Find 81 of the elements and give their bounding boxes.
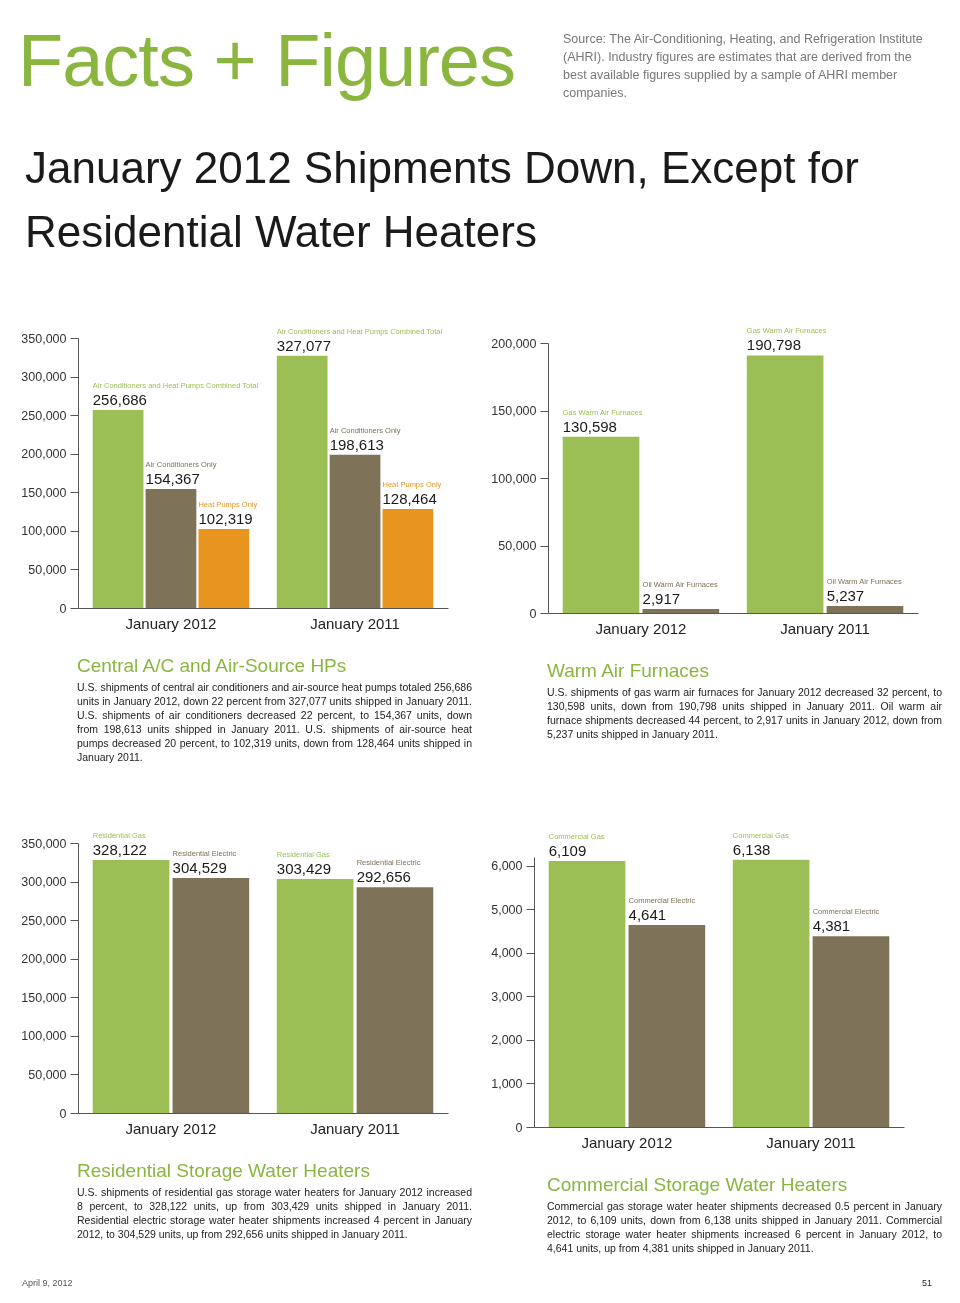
y-tick-label: 0 [515, 1120, 523, 1135]
bar [548, 860, 626, 1127]
y-tick-label: 50,000 [28, 1067, 67, 1082]
data-label: 130,598 [562, 417, 617, 435]
data-label: 2,917 [642, 590, 681, 608]
text: April 9, 2012 [22, 1278, 73, 1288]
bar [826, 605, 904, 613]
y-tick-label: 200,000 [491, 336, 537, 351]
data-label: 128,464 [382, 489, 437, 507]
text: Facts + Figures [18, 18, 516, 104]
x-tick-label: January 2011 [780, 619, 870, 637]
x-tick-label: January 2012 [125, 1119, 217, 1137]
data-label: 5,237 [826, 586, 865, 604]
y-tick-label: 200,000 [21, 952, 67, 967]
y-tick-label: 100,000 [491, 471, 537, 486]
y-tick-label: 150,000 [491, 404, 537, 418]
data-label: 304,529 [172, 859, 227, 877]
data-label: 198,613 [329, 435, 384, 453]
bar [562, 436, 640, 613]
y-tick-label: 200,000 [21, 447, 67, 462]
data-label: 4,381 [812, 917, 851, 935]
y-tick-label: 350,000 [21, 331, 67, 346]
y-tick-label: 100,000 [21, 524, 67, 539]
data-label: 292,656 [356, 868, 411, 886]
data-label: 303,429 [276, 859, 332, 877]
x-tick-label: January 2012 [595, 619, 687, 637]
y-tick-label: 1,000 [491, 1076, 523, 1091]
text: U.S. shipments of residential gas storage water heaters for January 2012 increased 8 percent, to 328,122 units, up from 303,429 units shipped in January 2011. Residential electric storage water heater shipments increased 4 percent in January 2012, to 304,529 units, up from 292,656 units shipped in January 2011. [77, 1185, 472, 1241]
y-tick-label: 100,000 [21, 1029, 67, 1044]
y-tick-label: 150,000 [21, 485, 67, 500]
y-tick-label: 150,000 [21, 990, 67, 1005]
y-tick-label: 3,000 [491, 989, 523, 1004]
y-tick-label: 5,000 [491, 902, 523, 917]
text: U.S. shipments of gas warm air furnaces for January 2012 decreased 32 percent, to 130,598 units, down from 190,798 units shipped in January 2011. Oil warm air furnace shipments decreased 44 percent, to 2,917 units in January 2012, down from 5,237 units shipped in January 2011. [547, 685, 942, 741]
x-tick-label: January 2012 [581, 1133, 673, 1151]
y-tick-label: 4,000 [491, 946, 523, 961]
x-tick-label: January 2012 [125, 614, 217, 632]
bar [198, 529, 250, 608]
bar [92, 409, 144, 608]
x-tick-label: January 2011 [310, 1119, 400, 1137]
text: Central A/C and Air-Source HPs [77, 655, 348, 677]
text: Warm Air Furnaces [547, 660, 710, 682]
y-tick-label: 0 [59, 1106, 67, 1121]
text: 51 [921, 1278, 932, 1288]
y-tick-label: 250,000 [21, 408, 67, 423]
data-label: 6,109 [548, 841, 587, 859]
y-tick-label: 0 [59, 601, 67, 616]
x-tick-label: January 2011 [766, 1133, 856, 1151]
y-tick-label: 50,000 [28, 562, 67, 577]
data-label: 328,122 [92, 840, 147, 858]
bar [329, 454, 381, 608]
data-label: 102,319 [198, 510, 253, 528]
data-label: 6,138 [732, 840, 771, 858]
data-label: 154,367 [145, 469, 200, 487]
bar [642, 609, 720, 613]
text: U.S. shipments of central air conditioners and air-source heat pumps totaled 256,686 units in January 2012, down 22 percent from 327,077 units shipped in January 2011. U.S. shipments of air conditioners decreased 22 percent, to 154,367 units, down from 198,613 units shipped in January 2011. U.S. shipments of air-source heat pumps decreased 20 percent, to 102,319 units, down from 128,464 units shipped in January 2011. [77, 680, 472, 764]
bar [382, 508, 434, 608]
data-label: 190,798 [746, 336, 802, 354]
y-tick-label: 300,000 [21, 370, 67, 385]
y-tick-label: 2,000 [491, 1033, 523, 1048]
text: January 2012 Shipments Down, Except for Residential Water Heaters [25, 142, 860, 258]
text: Residential Storage Water Heaters [77, 1160, 371, 1182]
x-tick-label: January 2011 [310, 614, 400, 632]
data-label: 256,686 [92, 390, 147, 408]
y-tick-label: 6,000 [491, 859, 523, 874]
bar [145, 488, 197, 608]
y-tick-label: 300,000 [21, 875, 67, 890]
data-label: 4,641 [628, 905, 667, 923]
bar [276, 355, 328, 608]
source-note: Source: The Air-Conditioning, Heating, and Refrigeration Institute (AHRI). Industry figures are estimates that are derived from the best available figures supplied by a sample of AHRI member companies. [563, 31, 923, 102]
data-label: 327,077 [276, 336, 332, 354]
bar [812, 936, 890, 1127]
bar [732, 859, 810, 1127]
y-tick-label: 250,000 [21, 913, 67, 928]
text: Commercial gas storage water heater shipments decreased 0.5 percent in January 2012, to 6,109 units, down from 6,138 units shipped in January 2011. Commercial electric storage water heater shipments increased 6 percent in January 2012, to 4,641 units, up from 4,381 units shipped in January 2011. [547, 1199, 942, 1255]
y-tick-label: 0 [529, 606, 537, 621]
y-tick-label: 350,000 [21, 836, 67, 851]
text: Commercial Storage Water Heaters [547, 1174, 849, 1196]
y-tick-label: 50,000 [498, 539, 537, 553]
bar [746, 355, 824, 613]
bar [628, 924, 706, 1127]
